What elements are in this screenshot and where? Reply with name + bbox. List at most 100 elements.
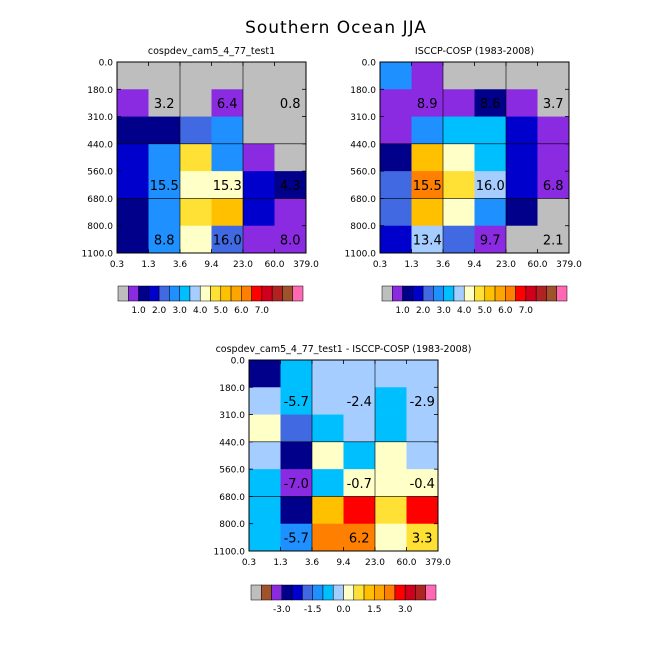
heatmap-cell — [249, 523, 281, 552]
heatmap-cell — [406, 441, 439, 470]
heatmap-cell — [312, 360, 344, 388]
heatmap-cell — [411, 89, 444, 117]
heatmap-cell — [537, 116, 570, 145]
heatmap-cell — [180, 225, 212, 254]
heatmap-cell — [249, 414, 281, 443]
heatmap-cell — [506, 62, 538, 90]
heatmap-cell — [148, 198, 181, 227]
heatmap-cell — [274, 89, 307, 117]
x-tick-label: 9.4 — [336, 558, 351, 568]
x-tick-label: 9.4 — [204, 260, 219, 270]
heatmap-cell — [280, 523, 313, 552]
y-tick-label: 1100.0 — [82, 250, 114, 260]
colorbar-swatch — [158, 285, 170, 302]
heatmap-cell — [411, 116, 444, 145]
colorbar-swatch — [271, 285, 283, 302]
heatmap-cell — [380, 225, 412, 254]
cell-annotation: 6.2 — [349, 531, 370, 546]
colorbar-swatch — [322, 584, 334, 601]
heatmap-cell — [274, 62, 307, 90]
heatmap-cell — [243, 116, 275, 145]
heatmap-cell — [117, 143, 149, 172]
heatmap-cell — [343, 496, 376, 525]
colorbar-swatch — [363, 584, 375, 601]
colorbar-swatch — [302, 584, 313, 601]
colorbar-swatch — [230, 285, 242, 302]
colorbar-swatch — [117, 285, 129, 302]
heatmap-cell — [375, 496, 407, 525]
heatmap-cell — [243, 225, 275, 254]
heatmap-cell — [411, 171, 444, 199]
colorbar-label: -1.5 — [304, 605, 322, 615]
heatmap-cell — [343, 441, 376, 470]
colorbar-label: 0.0 — [336, 605, 351, 615]
colorbar-swatch — [433, 285, 444, 302]
observation-panel: ISCCP-COSP (1983-2008) 8.9 8.6 3.7 15.5 16.0 6… — [345, 46, 583, 316]
y-tick-label: 800.0 — [87, 222, 113, 232]
heatmap-cell — [148, 62, 181, 90]
colorbar-swatch — [425, 584, 437, 601]
cell-annotation: 0.8 — [280, 97, 301, 112]
cell-annotation: 15.5 — [413, 179, 442, 194]
colorbar-swatch — [556, 285, 568, 302]
x-tick-label: 60.0 — [396, 558, 416, 568]
heatmap-cell — [117, 171, 149, 199]
model-panel: cospdev_cam5_4_77_test1 3.2 6.4 0.8 15.5 15.3… — [82, 46, 320, 316]
heatmap-cell — [375, 387, 407, 415]
y-tick-label: 800.0 — [350, 222, 376, 232]
x-tick-label: 23.0 — [496, 260, 516, 270]
heatmap-cell — [280, 441, 313, 470]
panel-title: ISCCP-COSP (1983-2008) — [415, 46, 534, 57]
heatmap-cell — [474, 89, 507, 117]
heatmap-cell — [474, 198, 507, 227]
heatmap-cell — [443, 62, 475, 90]
heatmap-cell — [343, 360, 376, 388]
heatmap-cell — [274, 143, 307, 172]
heatmap-cell — [537, 89, 570, 117]
colorbar-swatch — [404, 584, 416, 601]
colorbar-swatch — [453, 285, 465, 302]
x-tick-label: 379.0 — [425, 558, 451, 568]
colorbar-swatch — [281, 584, 293, 601]
colorbar-swatch — [312, 584, 324, 601]
heatmap-cell — [506, 116, 538, 145]
y-tick-label: 310.0 — [219, 411, 245, 421]
heatmap-cell — [280, 387, 313, 415]
heatmap-cell — [406, 387, 439, 415]
x-tick-label: 379.0 — [556, 260, 582, 270]
colorbar-label: 3.0 — [398, 605, 413, 615]
x-tick-label: 379.0 — [293, 260, 319, 270]
heatmap-cell — [211, 198, 244, 227]
cell-annotation: 16.0 — [476, 179, 505, 194]
colorbar-label: 1.0 — [395, 306, 410, 316]
heatmap-cell — [537, 225, 570, 254]
colorbar-swatch — [402, 285, 414, 302]
heatmap-cell — [211, 143, 244, 172]
x-tick-label: 23.0 — [365, 558, 385, 568]
heatmap-cell — [148, 89, 181, 117]
cell-annotation: 15.5 — [150, 179, 179, 194]
y-tick-label: 440.0 — [219, 438, 245, 448]
heatmap-cell — [375, 469, 407, 497]
heatmap-cell — [117, 225, 149, 254]
colorbar-swatch — [343, 584, 355, 601]
cell-annotation: 8.9 — [417, 97, 438, 112]
heatmap-cell — [443, 225, 475, 254]
heatmap-cell — [406, 469, 439, 497]
heatmap-cell — [312, 496, 344, 525]
heatmap-cell — [274, 171, 307, 199]
cell-annotation: 8.8 — [154, 233, 175, 248]
cell-annotation: 8.6 — [480, 97, 501, 112]
colorbar-swatch — [179, 285, 191, 302]
heatmap-cell — [343, 414, 376, 443]
heatmap-cell — [380, 89, 412, 117]
colorbar-swatch — [415, 584, 426, 601]
heatmap-cell — [211, 225, 244, 254]
heatmap-cell — [506, 171, 538, 199]
colorbar-swatch — [546, 285, 557, 302]
cell-annotation: 8.0 — [280, 233, 301, 248]
colorbar-label: 6.0 — [498, 306, 513, 316]
heatmap-cell — [274, 116, 307, 145]
cell-annotation: 6.8 — [543, 179, 564, 194]
colorbar-swatch — [422, 285, 434, 302]
